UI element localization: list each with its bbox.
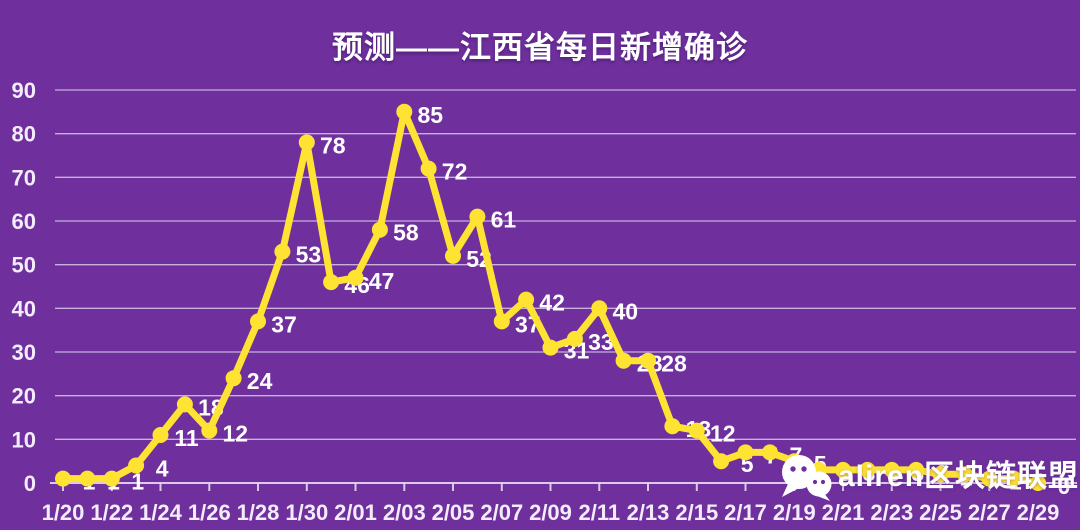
svg-text:53: 53 bbox=[296, 242, 322, 268]
data-point bbox=[371, 221, 388, 238]
svg-text:4: 4 bbox=[156, 456, 169, 482]
data-point bbox=[908, 461, 925, 478]
data-point bbox=[1005, 470, 1022, 487]
data-point bbox=[274, 243, 291, 260]
data-point bbox=[420, 160, 437, 177]
svg-text:11: 11 bbox=[174, 425, 199, 451]
svg-text:78: 78 bbox=[320, 132, 346, 158]
svg-text:1: 1 bbox=[131, 469, 144, 495]
data-point bbox=[566, 330, 583, 347]
data-point bbox=[956, 466, 973, 483]
svg-text:2/15: 2/15 bbox=[675, 500, 718, 525]
svg-text:90: 90 bbox=[12, 78, 36, 103]
svg-text:2/17: 2/17 bbox=[724, 500, 767, 525]
svg-text:0: 0 bbox=[24, 471, 36, 496]
data-point bbox=[932, 466, 949, 483]
data-point bbox=[640, 352, 656, 369]
svg-text:70: 70 bbox=[12, 165, 36, 190]
data-point bbox=[225, 370, 242, 387]
data-point bbox=[786, 453, 803, 470]
svg-text:2/21: 2/21 bbox=[822, 500, 865, 525]
data-point bbox=[737, 444, 754, 461]
svg-text:50: 50 bbox=[12, 253, 36, 278]
svg-text:40: 40 bbox=[613, 298, 639, 324]
svg-text:1/30: 1/30 bbox=[285, 500, 328, 525]
svg-text:1/28: 1/28 bbox=[237, 500, 280, 525]
svg-text:2/09: 2/09 bbox=[529, 500, 572, 525]
svg-text:58: 58 bbox=[393, 220, 419, 246]
svg-text:72: 72 bbox=[442, 159, 468, 185]
svg-text:1/26: 1/26 bbox=[188, 500, 231, 525]
data-point bbox=[883, 461, 900, 478]
data-point bbox=[859, 461, 876, 478]
svg-text:2/05: 2/05 bbox=[432, 500, 475, 525]
svg-text:2/25: 2/25 bbox=[919, 500, 962, 525]
svg-text:85: 85 bbox=[418, 102, 444, 128]
svg-text:1/20: 1/20 bbox=[42, 500, 85, 525]
data-point bbox=[591, 300, 608, 317]
svg-text:1/22: 1/22 bbox=[90, 500, 133, 525]
data-point bbox=[542, 339, 559, 356]
svg-text:30: 30 bbox=[12, 340, 36, 365]
data-point bbox=[250, 313, 266, 330]
svg-text:42: 42 bbox=[539, 290, 565, 316]
svg-text:2/03: 2/03 bbox=[383, 500, 426, 525]
data-point bbox=[810, 461, 827, 478]
svg-text:2/07: 2/07 bbox=[480, 500, 523, 525]
data-point bbox=[493, 313, 510, 330]
svg-text:1/24: 1/24 bbox=[139, 500, 183, 525]
data-point bbox=[298, 134, 315, 151]
data-point bbox=[128, 457, 145, 474]
x-tick-labels: 1/20 1/22 1/24 1/26 1/28 1/30 2/01 2/03 2/05 2/07… bbox=[42, 500, 1060, 525]
data-point bbox=[835, 461, 851, 478]
data-point bbox=[713, 453, 730, 470]
svg-text:2/01: 2/01 bbox=[334, 500, 377, 525]
svg-text:12: 12 bbox=[710, 421, 736, 447]
data-point bbox=[664, 418, 681, 435]
svg-text:40: 40 bbox=[12, 296, 36, 321]
svg-text:12: 12 bbox=[223, 421, 249, 447]
data-point bbox=[396, 103, 413, 120]
data-point bbox=[55, 470, 71, 487]
data-point bbox=[688, 422, 705, 439]
data-point bbox=[152, 427, 169, 443]
svg-text:10: 10 bbox=[12, 427, 36, 452]
svg-text:2/29: 2/29 bbox=[1017, 500, 1060, 525]
svg-text:0: 0 bbox=[1058, 473, 1071, 499]
data-point bbox=[201, 422, 218, 439]
data-point bbox=[79, 470, 96, 487]
svg-text:2/27: 2/27 bbox=[968, 500, 1011, 525]
gridlines bbox=[55, 89, 1076, 440]
svg-text:61: 61 bbox=[491, 207, 517, 233]
svg-text:2/23: 2/23 bbox=[870, 500, 913, 525]
svg-text:2/13: 2/13 bbox=[627, 500, 670, 525]
svg-text:2/19: 2/19 bbox=[773, 500, 816, 525]
svg-text:2/11: 2/11 bbox=[578, 500, 620, 525]
data-point bbox=[103, 470, 120, 487]
svg-text:60: 60 bbox=[12, 209, 36, 234]
data-point bbox=[761, 444, 778, 461]
svg-text:37: 37 bbox=[271, 311, 297, 337]
data-point bbox=[518, 291, 535, 308]
data-point bbox=[981, 470, 998, 487]
svg-text:24: 24 bbox=[247, 368, 273, 394]
data-point bbox=[445, 247, 461, 264]
data-point bbox=[176, 396, 193, 413]
data-points bbox=[55, 103, 1046, 491]
y-tick-labels: 0 10 20 30 40 50 60 70 80 90 bbox=[12, 78, 36, 496]
svg-text:20: 20 bbox=[12, 384, 36, 409]
svg-text:28: 28 bbox=[661, 351, 687, 377]
chart-title: 预测——江西省每日新增确诊 bbox=[332, 30, 748, 65]
svg-text:47: 47 bbox=[369, 268, 395, 294]
data-point bbox=[469, 208, 486, 225]
data-point bbox=[347, 269, 364, 286]
data-point bbox=[615, 352, 632, 369]
data-point bbox=[323, 274, 340, 291]
data-point bbox=[1030, 475, 1046, 491]
svg-text:80: 80 bbox=[12, 122, 36, 147]
